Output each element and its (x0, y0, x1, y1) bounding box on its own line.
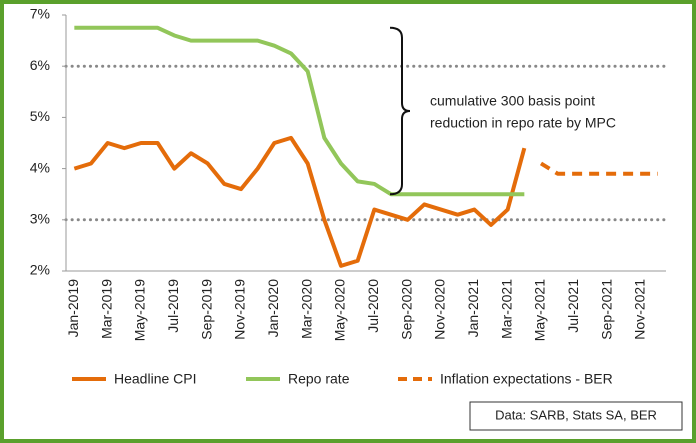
x-tick-label: Sep-2020 (398, 279, 414, 340)
annotation: reduction in repo rate by MPC (430, 115, 616, 131)
x-tick-label: May-2019 (132, 279, 148, 341)
x-tick-label: Jan-2021 (465, 279, 481, 338)
x-tick-label: Mar-2019 (98, 279, 114, 339)
series-line (73, 135, 527, 268)
x-tick-label: Mar-2020 (298, 279, 314, 339)
y-tick-label: 4% (30, 159, 50, 175)
x-tick-label: Jul-2019 (165, 279, 181, 333)
x-tick-label: May-2020 (332, 279, 348, 341)
x-tick-label: Nov-2019 (232, 279, 248, 340)
source: Data: SARB, Stats SA, BER (495, 407, 657, 422)
legend-label: Headline CPI (114, 371, 197, 387)
annotation-bracket (389, 26, 411, 196)
series-line (539, 161, 658, 176)
x-tick-label: Jul-2021 (565, 279, 581, 333)
y-tick-label: 2% (30, 262, 50, 278)
series-line (74, 25, 525, 197)
x-tick-label: May-2021 (532, 279, 548, 341)
y-tick-label: 5% (30, 108, 50, 124)
x-tick-label: Jan-2019 (65, 279, 81, 338)
x-tick-label: Nov-2021 (632, 279, 648, 340)
y-tick-label: 6% (30, 57, 50, 73)
annotation: cumulative 300 basis point (430, 93, 595, 109)
x-tick-label: Sep-2021 (598, 279, 614, 340)
source-box (469, 401, 683, 431)
legend-label: Repo rate (288, 371, 350, 387)
x-tick-label: Nov-2020 (432, 279, 448, 340)
y-tick-label: 3% (30, 211, 50, 227)
x-tick-label: Sep-2019 (198, 279, 214, 340)
y-tick-label: 7% (30, 6, 50, 22)
x-tick-label: Mar-2021 (498, 279, 514, 339)
x-tick-label: Jan-2020 (265, 279, 281, 338)
legend-label: Inflation expectations - BER (440, 371, 613, 387)
x-tick-label: Jul-2020 (365, 279, 381, 333)
